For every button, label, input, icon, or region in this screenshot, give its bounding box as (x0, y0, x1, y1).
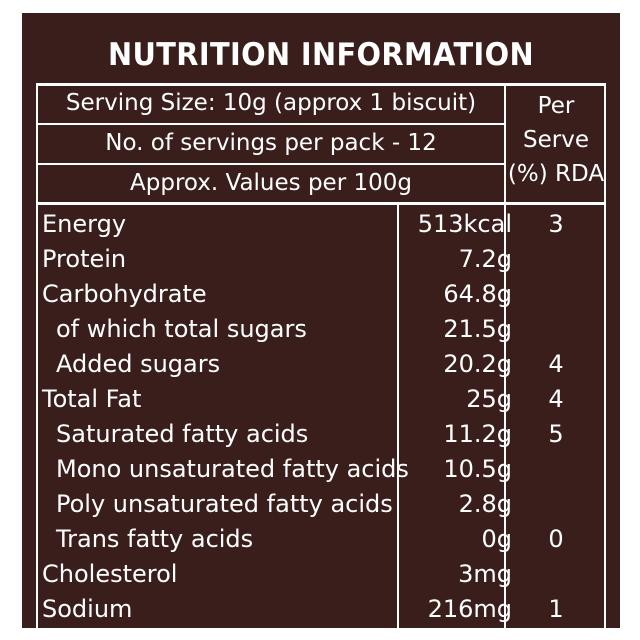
rda-column-header: Per Serve (%) RDA (506, 89, 606, 191)
rda-column-divider (504, 83, 506, 628)
nutrient-value: 64.8g (443, 280, 512, 308)
nutrient-value: 11.2g (443, 420, 512, 448)
nutrient-name: Sodium (42, 595, 133, 623)
nutrient-name: Carbohydrate (42, 280, 207, 308)
nutrient-rda: 1 (548, 595, 564, 623)
nutrient-value: 216mg (427, 595, 512, 623)
nutrient-name: Protein (42, 245, 127, 273)
nutrient-name: Saturated fatty acids (56, 420, 309, 448)
nutrient-value: 10.5g (443, 455, 512, 483)
right-border (604, 83, 606, 628)
table-row-added-sugars: Added sugars 20.2g 4 (36, 347, 606, 382)
table-row-carbohydrate: Carbohydrate 64.8g (36, 277, 606, 312)
nutrient-value: 21.5g (443, 315, 512, 343)
rda-header-line-3: (%) RDA (507, 161, 605, 187)
nutrient-value: 513kcal (417, 210, 512, 238)
nutrition-label: NUTRITION INFORMATION Serving Size: 10g … (22, 13, 620, 628)
table-row-saturated-fat: Saturated fatty acids 11.2g 5 (36, 417, 606, 452)
nutrient-name: of which total sugars (56, 315, 307, 343)
table-row-mono-unsaturated: Mono unsaturated fatty acids 10.5g (36, 452, 606, 487)
label-title: NUTRITION INFORMATION (107, 37, 535, 73)
servings-per-pack: No. of servings per pack - 12 (105, 130, 437, 156)
nutrient-rda: 5 (548, 420, 564, 448)
nutrient-value: 2.8g (458, 490, 512, 518)
table-row-sodium: Sodium 216mg 1 (36, 592, 606, 627)
nutrient-name: Poly unsaturated fatty acids (56, 490, 393, 518)
table-row-protein: Protein 7.2g (36, 242, 606, 277)
nutrient-rda: 0 (548, 525, 564, 553)
header-bottom-rule (36, 202, 606, 205)
nutrient-value: 0g (481, 525, 512, 553)
title-divider (36, 83, 606, 86)
serving-size: Serving Size: 10g (approx 1 biscuit) (65, 90, 477, 116)
table-row-total-sugars: of which total sugars 21.5g (36, 312, 606, 347)
nutrient-name: Added sugars (56, 350, 221, 378)
nutrient-value: 25g (466, 385, 512, 413)
rda-header-line-2: Serve (523, 127, 589, 153)
nutrient-name: Total Fat (42, 385, 142, 413)
nutrient-value: 20.2g (443, 350, 512, 378)
nutrient-name: Mono unsaturated fatty acids (56, 455, 409, 483)
nutrient-value: 7.2g (458, 245, 512, 273)
nutrient-rda: 4 (548, 385, 564, 413)
rda-header-line-1: Per (537, 93, 575, 119)
table-row-cholesterol: Cholesterol 3mg (36, 557, 606, 592)
values-basis: Approx. Values per 100g (130, 170, 412, 196)
header-divider-1 (36, 123, 506, 125)
nutrient-rda: 3 (548, 210, 564, 238)
nutrient-name: Cholesterol (42, 560, 178, 588)
nutrient-name: Energy (42, 210, 127, 238)
table-row-energy: Energy 513kcal 3 (36, 207, 606, 242)
value-column-divider (397, 203, 399, 628)
left-border (36, 83, 38, 628)
table-row-total-fat: Total Fat 25g 4 (36, 382, 606, 417)
nutrient-rda: 4 (548, 350, 564, 378)
nutrient-value: 3mg (458, 560, 512, 588)
header-divider-2 (36, 163, 506, 165)
table-row-poly-unsaturated: Poly unsaturated fatty acids 2.8g (36, 487, 606, 522)
table-row-trans-fat: Trans fatty acids 0g 0 (36, 522, 606, 557)
nutrient-name: Trans fatty acids (56, 525, 254, 553)
